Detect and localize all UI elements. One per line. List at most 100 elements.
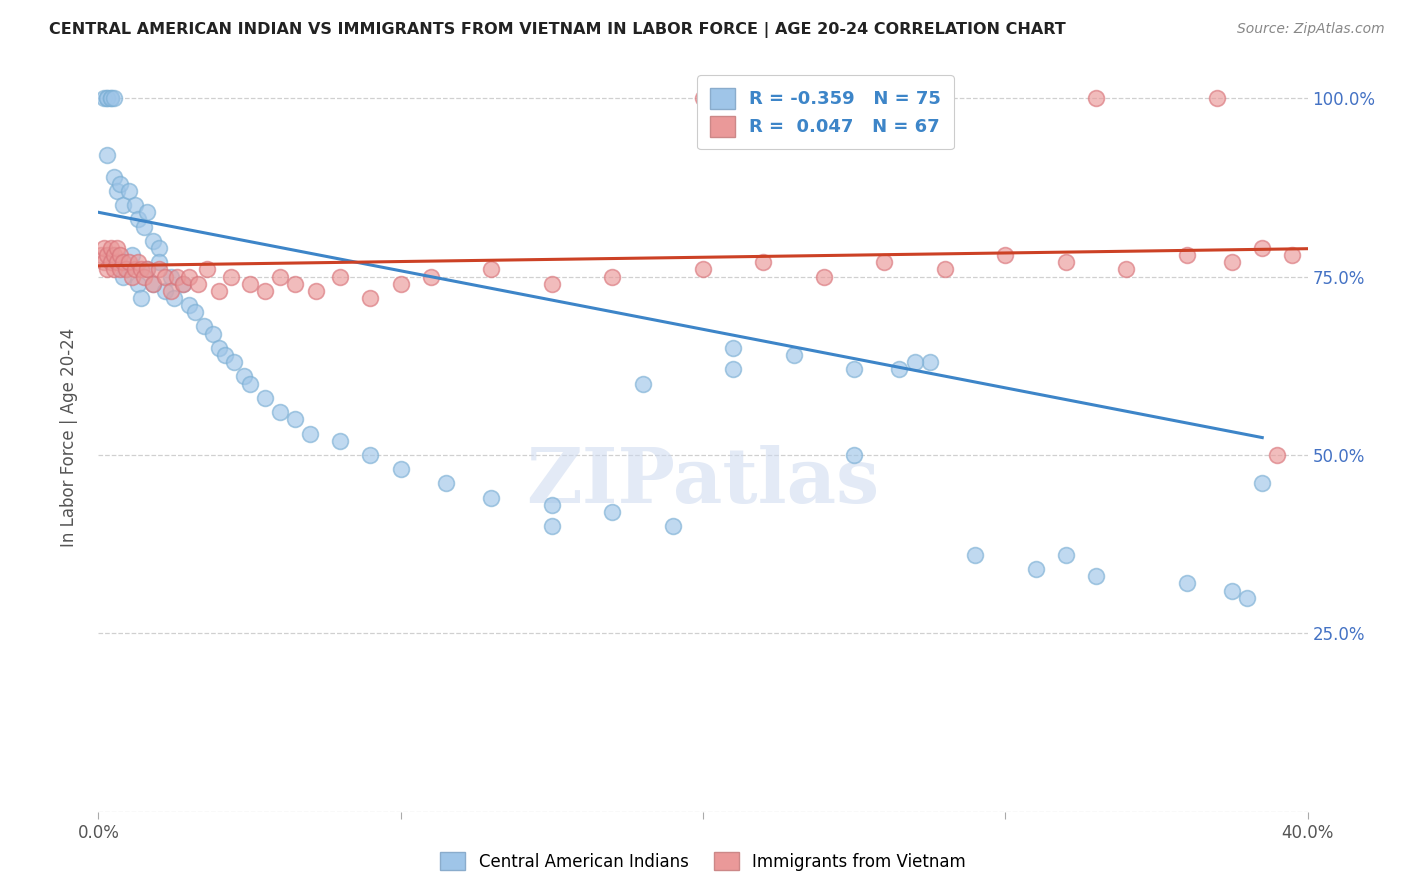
Point	[142, 234, 165, 248]
Point	[994, 248, 1017, 262]
Point	[269, 269, 291, 284]
Point	[127, 277, 149, 291]
Point	[224, 355, 246, 369]
Point	[934, 262, 956, 277]
Point	[142, 277, 165, 291]
Point	[166, 269, 188, 284]
Point	[100, 91, 122, 105]
Text: ZIPatlas: ZIPatlas	[526, 445, 880, 519]
Point	[631, 376, 654, 391]
Point	[160, 284, 183, 298]
Point	[214, 348, 236, 362]
Point	[103, 169, 125, 184]
Point	[1085, 569, 1108, 583]
Point	[105, 255, 128, 269]
Point	[124, 262, 146, 277]
Point	[96, 148, 118, 162]
Point	[889, 362, 911, 376]
Point	[783, 348, 806, 362]
Point	[193, 319, 215, 334]
Point	[202, 326, 225, 341]
Point	[195, 262, 218, 277]
Point	[96, 91, 118, 105]
Point	[661, 519, 683, 533]
Point	[105, 241, 128, 255]
Point	[692, 262, 714, 277]
Point	[1054, 255, 1077, 269]
Point	[96, 248, 118, 262]
Point	[232, 369, 254, 384]
Point	[239, 277, 262, 291]
Point	[723, 341, 745, 355]
Point	[221, 269, 243, 284]
Point	[132, 219, 155, 234]
Point	[100, 91, 122, 105]
Point	[389, 462, 412, 476]
Point	[148, 255, 170, 269]
Point	[187, 277, 209, 291]
Point	[305, 284, 328, 298]
Point	[103, 91, 125, 105]
Point	[93, 255, 115, 269]
Point	[132, 269, 155, 284]
Point	[93, 241, 115, 255]
Point	[111, 269, 134, 284]
Point	[172, 277, 194, 291]
Point	[108, 177, 131, 191]
Point	[360, 448, 382, 462]
Point	[239, 376, 262, 391]
Y-axis label: In Labor Force | Age 20-24: In Labor Force | Age 20-24	[59, 327, 77, 547]
Point	[124, 198, 146, 212]
Point	[269, 405, 291, 419]
Point	[329, 269, 352, 284]
Point	[148, 262, 170, 277]
Point	[253, 391, 276, 405]
Point	[172, 277, 194, 291]
Point	[420, 269, 443, 284]
Point	[904, 355, 927, 369]
Point	[389, 277, 412, 291]
Point	[1206, 91, 1229, 105]
Point	[111, 198, 134, 212]
Point	[540, 498, 562, 512]
Point	[965, 548, 987, 562]
Point	[179, 269, 201, 284]
Point	[129, 262, 152, 277]
Point	[284, 277, 307, 291]
Point	[1054, 548, 1077, 562]
Text: Source: ZipAtlas.com: Source: ZipAtlas.com	[1237, 22, 1385, 37]
Point	[1220, 255, 1243, 269]
Point	[1115, 262, 1137, 277]
Point	[111, 255, 134, 269]
Point	[918, 355, 941, 369]
Point	[100, 248, 122, 262]
Point	[481, 491, 503, 505]
Point	[1251, 241, 1274, 255]
Point	[100, 255, 122, 269]
Point	[844, 362, 866, 376]
Point	[114, 262, 136, 277]
Point	[1175, 576, 1198, 591]
Point	[153, 269, 176, 284]
Point	[1236, 591, 1258, 605]
Point	[105, 255, 128, 269]
Point	[135, 262, 157, 277]
Point	[299, 426, 322, 441]
Point	[184, 305, 207, 319]
Point	[142, 277, 165, 291]
Point	[135, 262, 157, 277]
Point	[121, 269, 143, 284]
Point	[540, 277, 562, 291]
Point	[118, 184, 141, 198]
Point	[284, 412, 307, 426]
Point	[208, 284, 231, 298]
Point	[153, 284, 176, 298]
Point	[135, 205, 157, 219]
Point	[208, 341, 231, 355]
Point	[118, 255, 141, 269]
Point	[108, 262, 131, 277]
Point	[129, 291, 152, 305]
Text: CENTRAL AMERICAN INDIAN VS IMMIGRANTS FROM VIETNAM IN LABOR FORCE | AGE 20-24 CO: CENTRAL AMERICAN INDIAN VS IMMIGRANTS FR…	[49, 22, 1066, 38]
Point	[1267, 448, 1289, 462]
Point	[540, 519, 562, 533]
